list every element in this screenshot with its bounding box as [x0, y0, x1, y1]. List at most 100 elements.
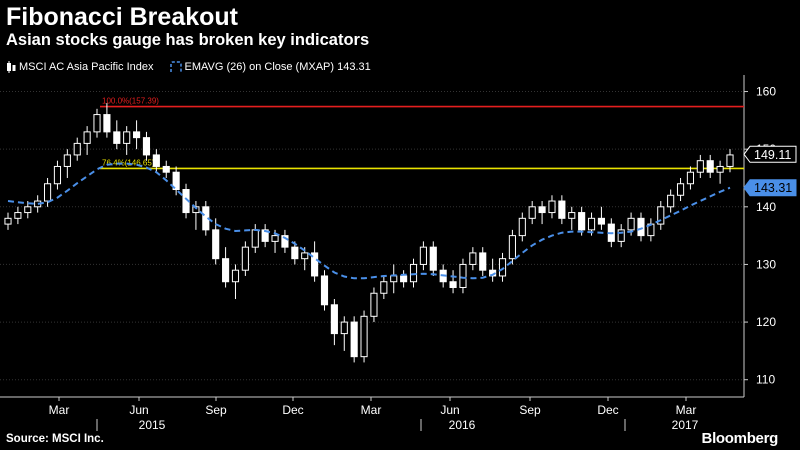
- candle: [231, 264, 240, 300]
- candle: [667, 189, 675, 213]
- candle: [241, 241, 249, 276]
- y-tick-label: 140: [756, 200, 776, 214]
- candle: [676, 177, 685, 202]
- y-tick-label: 120: [756, 315, 776, 329]
- candle-body: [291, 246, 299, 260]
- candle-body: [390, 275, 398, 283]
- candle-body: [696, 160, 704, 173]
- candle-body: [231, 269, 240, 283]
- candle-body: [617, 229, 625, 242]
- legend-item-ema: EMAVG (26) on Close (MXAP) 143.31: [169, 61, 371, 73]
- candle: [340, 316, 348, 351]
- candle: [597, 206, 605, 230]
- legend-index-label: MSCI AC Asia Pacific Index: [19, 61, 154, 73]
- candle: [261, 224, 269, 248]
- candle: [400, 270, 408, 288]
- candle: [538, 201, 546, 225]
- candle-body: [301, 252, 309, 260]
- candle-body: [83, 131, 91, 144]
- candle: [370, 287, 378, 323]
- candle-body: [251, 229, 259, 248]
- candle: [558, 195, 566, 225]
- last-close-tag: 149.11: [743, 145, 797, 163]
- candle: [548, 195, 556, 219]
- candle-body: [281, 235, 289, 248]
- candle: [14, 206, 22, 225]
- candle: [291, 241, 299, 265]
- candle: [63, 149, 71, 178]
- y-tick-label: 130: [756, 257, 776, 271]
- candle-body: [360, 315, 368, 358]
- candle-body: [73, 142, 81, 156]
- candle: [726, 149, 734, 173]
- candle: [212, 218, 220, 265]
- candle-body: [43, 183, 52, 202]
- candle: [637, 212, 645, 242]
- candle: [162, 160, 170, 178]
- candle: [647, 218, 655, 242]
- candle-body: [726, 154, 734, 167]
- candle-body: [528, 206, 536, 219]
- candle: [24, 201, 32, 219]
- candle: [657, 201, 665, 230]
- x-month-label: Mar: [49, 403, 70, 417]
- candle: [716, 160, 724, 184]
- candle-body: [568, 212, 576, 219]
- candle-body: [93, 114, 101, 133]
- candle-body: [162, 165, 170, 173]
- candle-body: [469, 252, 477, 265]
- candle: [459, 258, 467, 294]
- bloomberg-logo: Bloomberg: [701, 430, 779, 447]
- x-month-label: Sep: [519, 403, 541, 417]
- candle: [350, 316, 358, 363]
- candle: [4, 212, 12, 230]
- candle: [123, 126, 131, 155]
- candle-body: [637, 217, 645, 237]
- candle-body: [212, 229, 220, 260]
- x-month-label: Jun: [440, 403, 459, 417]
- x-year-label: 2016: [449, 418, 476, 432]
- candle-body: [538, 206, 546, 214]
- candle: [142, 131, 151, 161]
- source-note: Source: MSCI Inc.: [6, 433, 104, 445]
- candle-body: [548, 200, 556, 214]
- candle-body: [706, 160, 714, 173]
- candle-body: [380, 281, 388, 294]
- candle-body: [172, 171, 180, 191]
- last-close-tag-box: [743, 145, 797, 163]
- candle: [508, 229, 516, 265]
- candle: [73, 137, 81, 161]
- candle: [696, 154, 704, 178]
- candle: [103, 103, 111, 138]
- x-month-label: Dec: [282, 403, 303, 417]
- candle: [568, 206, 576, 230]
- candle-body: [429, 246, 437, 271]
- candle: [93, 108, 101, 138]
- candle: [380, 275, 388, 300]
- chart-title: Fibonacci Breakout: [6, 3, 238, 31]
- candle-body: [686, 171, 695, 185]
- candle: [281, 229, 289, 253]
- candle-body: [152, 154, 160, 167]
- candle: [152, 149, 160, 173]
- candle-body: [261, 229, 269, 242]
- candle: [518, 212, 526, 242]
- candle-body: [24, 206, 32, 214]
- candle: [617, 224, 625, 248]
- candle-body: [142, 137, 151, 156]
- candle-body: [400, 275, 408, 283]
- candle: [251, 224, 259, 253]
- chart-subtitle: Asian stocks gauge has broken key indica…: [6, 31, 370, 49]
- candle-body: [330, 304, 338, 335]
- candle-body: [311, 252, 319, 277]
- x-month-label: Sep: [205, 403, 227, 417]
- candle: [43, 177, 52, 207]
- ema-last-tag-box: [743, 179, 797, 197]
- candle-body: [123, 131, 131, 144]
- candle-body: [508, 235, 516, 260]
- candle-body: [53, 165, 62, 185]
- candle: [113, 120, 121, 150]
- candle: [498, 252, 507, 282]
- x-year-label: 2017: [672, 418, 699, 432]
- candle-body: [716, 165, 724, 173]
